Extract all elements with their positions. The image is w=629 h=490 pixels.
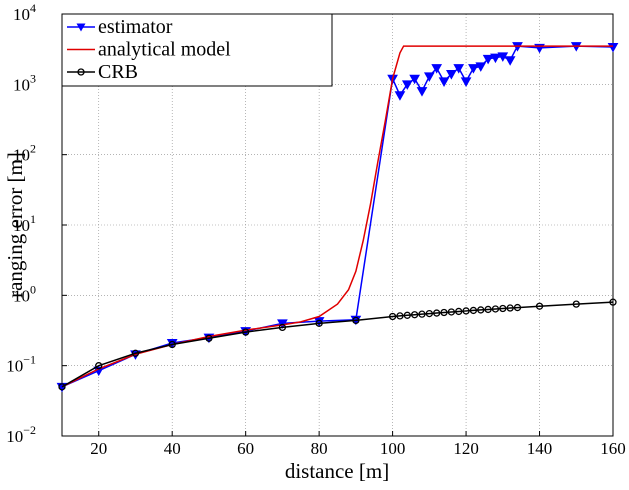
- marker: [409, 74, 420, 85]
- marker: [455, 307, 463, 316]
- marker: [460, 77, 472, 87]
- marker: [497, 52, 509, 62]
- y-tick-base: 10: [6, 357, 23, 376]
- x-tick-label: 120: [453, 439, 479, 458]
- y-tick-base: 10: [13, 216, 30, 235]
- y-tick-exponent: 0: [30, 282, 36, 296]
- marker: [315, 319, 323, 327]
- marker: [425, 309, 433, 318]
- marker: [535, 302, 544, 310]
- x-tick-label: 140: [527, 439, 553, 458]
- marker: [490, 53, 501, 64]
- marker: [433, 309, 441, 317]
- y-tick-exponent: 4: [30, 1, 36, 15]
- marker: [401, 80, 413, 90]
- y-tick-label: 102: [13, 142, 36, 165]
- x-tick-label: 20: [90, 439, 107, 458]
- marker: [168, 340, 176, 349]
- marker: [484, 305, 492, 314]
- plot-frame: [61, 13, 614, 437]
- y-tick-exponent: 3: [30, 71, 36, 85]
- x-tick-label: 100: [380, 439, 406, 458]
- marker: [93, 366, 105, 377]
- y-tick-label: 100: [13, 282, 36, 305]
- marker: [242, 328, 250, 336]
- marker: [403, 311, 411, 319]
- marker: [468, 64, 479, 74]
- marker: [572, 300, 580, 308]
- marker: [388, 312, 397, 321]
- x-tick-label: 80: [311, 439, 328, 458]
- x-axis-label: distance [m]: [285, 459, 389, 483]
- marker: [469, 306, 478, 315]
- legend-marker: [77, 68, 85, 76]
- marker: [491, 305, 500, 313]
- series-line: [61, 45, 614, 388]
- y-tick-base: 10: [13, 286, 30, 305]
- marker: [440, 308, 448, 317]
- marker: [609, 298, 617, 306]
- marker: [410, 311, 419, 319]
- series-line: [61, 45, 613, 388]
- y-tick-label: 103: [13, 71, 36, 94]
- x-tick-label: 40: [164, 439, 181, 458]
- marker: [475, 62, 487, 72]
- marker: [131, 349, 140, 357]
- marker: [477, 306, 485, 314]
- y-tick-exponent: −1: [23, 353, 36, 367]
- legend-label: CRB: [98, 61, 138, 83]
- y-tick-exponent: −2: [23, 423, 36, 437]
- y-tick-base: 10: [13, 75, 30, 94]
- y-tick-label: 101: [13, 212, 36, 235]
- marker: [58, 383, 66, 391]
- y-tick-label: 10−2: [6, 423, 36, 446]
- marker: [513, 303, 522, 312]
- marker: [446, 70, 457, 80]
- marker: [394, 91, 406, 101]
- marker: [278, 323, 287, 332]
- legend-label: analytical model: [98, 39, 231, 61]
- marker: [95, 362, 103, 370]
- series-line: [61, 301, 614, 388]
- y-tick-exponent: 2: [30, 142, 36, 156]
- y-tick-base: 10: [6, 427, 23, 446]
- marker: [396, 312, 404, 320]
- x-tick-label: 60: [237, 439, 254, 458]
- marker: [431, 64, 443, 74]
- marker: [352, 316, 360, 325]
- marker: [453, 64, 465, 74]
- marker: [506, 304, 514, 312]
- legend-marker: [76, 23, 86, 32]
- marker: [438, 77, 450, 87]
- marker: [205, 334, 213, 342]
- y-tick-label: 104: [13, 1, 36, 24]
- legend-label: estimator: [98, 16, 173, 38]
- y-tick-base: 10: [13, 146, 30, 165]
- marker: [416, 87, 428, 97]
- marker: [447, 308, 456, 316]
- y-tick-exponent: 1: [30, 212, 36, 226]
- legend-box: [61, 13, 333, 87]
- marker: [462, 307, 470, 315]
- marker: [499, 304, 507, 313]
- x-tick-label: 160: [600, 439, 626, 458]
- marker: [418, 310, 426, 318]
- marker: [504, 56, 516, 66]
- marker: [482, 54, 494, 65]
- y-tick-base: 10: [13, 5, 30, 24]
- y-tick-label: 10−1: [6, 353, 36, 376]
- marker: [423, 72, 435, 82]
- y-axis-label: ranging error [m]: [3, 152, 27, 298]
